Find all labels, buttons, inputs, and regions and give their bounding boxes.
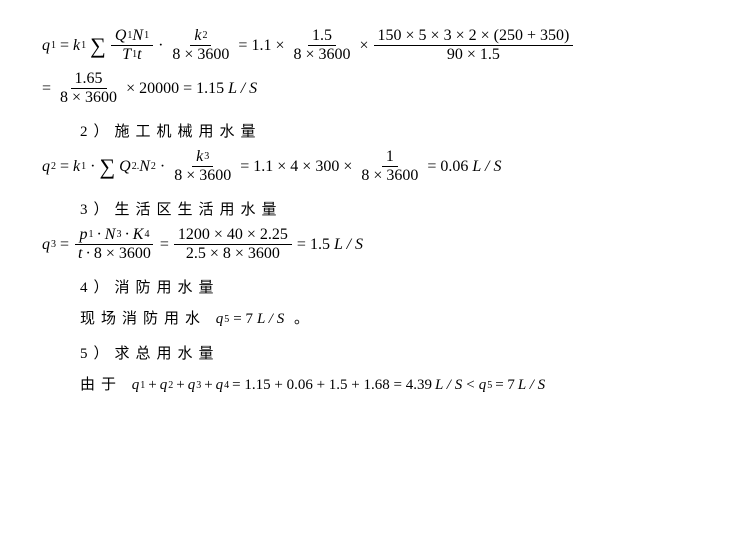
fraction: p1 · N3 · K4 t · 8 × 3600 [74,227,155,262]
fraction: 1.65 8 × 3600 [56,71,121,106]
heading-5: 5）求总用水量 [80,342,699,363]
sigma-icon: ∑ [90,35,106,57]
fraction: 1200 × 40 × 2.25 2.5 × 8 × 3600 [174,227,292,262]
fraction: k2 8 × 3600 [168,28,233,63]
fraction: k3 8 × 3600 [170,149,235,184]
equation-q1-line2: = 1.65 8 × 3600 × 20000 = 1.15 L / S [40,71,699,106]
fraction: 1.5 8 × 3600 [289,28,354,63]
fraction: 150 × 5 × 3 × 2 × (250 + 350) 90 × 1.5 [374,28,574,63]
fraction: 1 8 × 3600 [357,149,422,184]
heading-2: 2）施工机械用水量 [80,120,699,141]
equation-q2: q2 = k1 · ∑ Q2.N2 · k3 8 × 3600 = 1.1 × … [40,149,699,184]
heading-3: 3）生活区生活用水量 [80,198,699,219]
text-fire-water: 现场消防用水 q5 = 7 L / S 。 [80,307,699,328]
sigma-icon: ∑ [99,156,115,178]
equation-q1-line1: q1 = k1 ∑ Q1N1 T1t · k2 8 × 3600 = 1.1 ×… [40,28,699,63]
equation-q3: q3 = p1 · N3 · K4 t · 8 × 3600 = 1200 × … [40,227,699,262]
fraction: Q1N1 T1t [111,28,153,63]
text-total-water: 由于 q1 + q2 + q3 + q4 = 1.15 + 0.06 + 1.5… [80,373,699,394]
heading-4: 4）消防用水量 [80,276,699,297]
var-q1: q [42,38,50,54]
